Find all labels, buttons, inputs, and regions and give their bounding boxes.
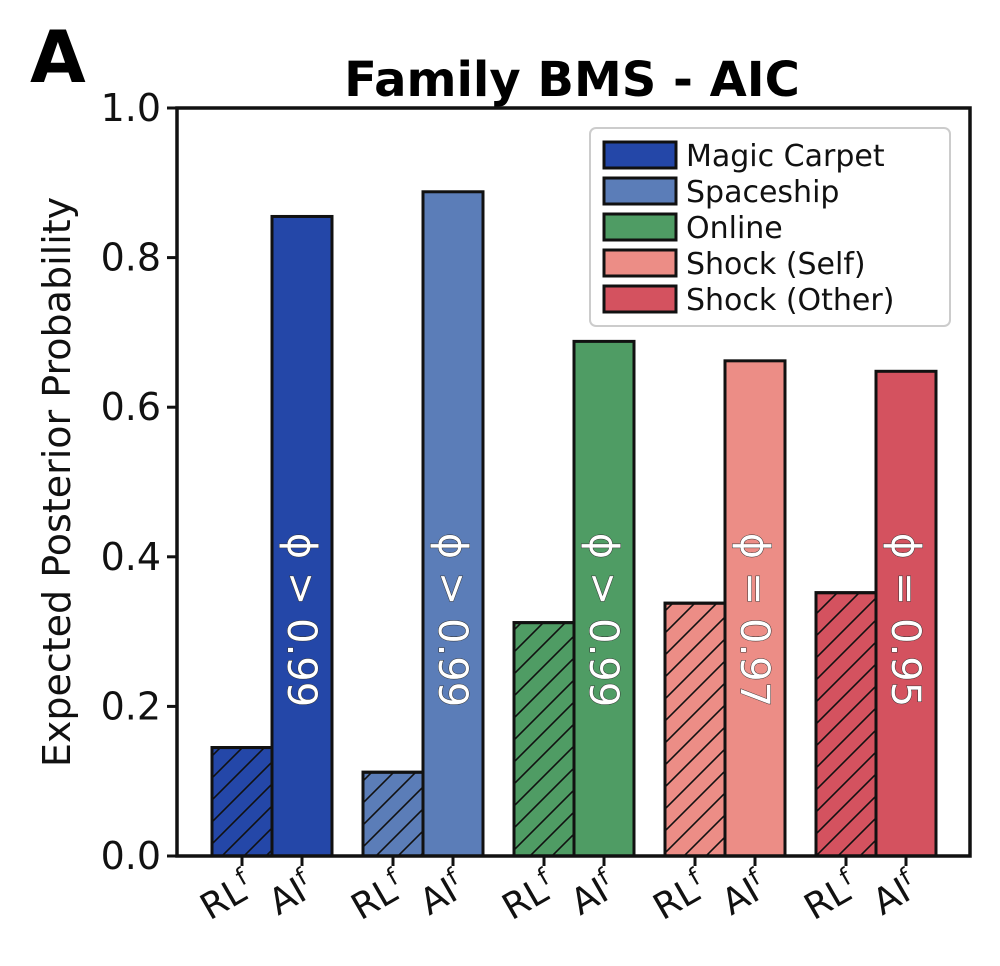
x-tick-label: RLf <box>494 863 563 929</box>
y-tick-label: 0.0 <box>101 834 161 878</box>
bar-annotation: ϕ = 0.95 <box>882 533 928 707</box>
y-tick-label: 1.0 <box>101 86 161 130</box>
legend-label: Online <box>686 211 783 246</box>
x-tick-label: AIf <box>562 863 623 924</box>
bar-shock-other--ai <box>874 369 938 858</box>
legend-label: Spaceship <box>686 175 839 210</box>
x-tick-label: AIf <box>260 863 321 924</box>
legend-swatch <box>602 248 678 278</box>
bars <box>210 190 938 858</box>
bar-hatch <box>663 601 727 858</box>
y-tick-label: 0.6 <box>101 385 161 429</box>
bar-spaceship-ai <box>421 190 485 858</box>
x-tick-label: RLf <box>796 863 865 929</box>
x-tick-label: RLf <box>645 863 714 929</box>
x-tick-label: AIf <box>411 863 472 924</box>
x-axis-ticks: RLf AIf RLf AIf RLf AIf RLf AIf RLf AIf <box>192 856 925 929</box>
bar-hatch <box>814 591 878 858</box>
bar-annotation: ϕ > 0.99 <box>429 533 475 707</box>
plot-frame <box>175 106 972 858</box>
bar-hatch <box>361 770 425 858</box>
y-tick-label: 0.4 <box>101 535 161 579</box>
legend-label: Shock (Self) <box>686 247 866 282</box>
bar-annotations: ϕ > 0.99 ϕ > 0.99 ϕ > 0.99 ϕ = 0.97 ϕ = 0.95 <box>278 532 929 707</box>
bar-annotation: ϕ = 0.97 <box>731 533 777 707</box>
y-tick-label: 0.2 <box>101 684 161 728</box>
legend-label: Magic Carpet <box>686 139 885 174</box>
x-tick-label: RLf <box>343 863 412 929</box>
x-tick-label: RLf <box>192 863 261 929</box>
chart-title: Family BMS - AIC <box>344 52 800 108</box>
bar-hatch <box>210 746 274 858</box>
legend-swatch <box>602 212 678 242</box>
y-axis-label: Expected Posterior Probability <box>35 197 79 767</box>
legend-swatch <box>602 176 678 206</box>
legend-box <box>589 127 951 327</box>
bar-annotation: ϕ > 0.99 <box>278 533 324 707</box>
y-axis-ticks: 0.0 0.2 0.4 0.6 0.8 1.0 <box>101 86 177 878</box>
bar-annotation: ϕ > 0.99 <box>580 533 626 707</box>
bar-hatch <box>512 621 576 858</box>
legend-label: Shock (Other) <box>686 283 894 318</box>
legend-swatch <box>602 140 678 170</box>
bar-magic-carpet-ai <box>270 214 334 858</box>
x-tick-label: AIf <box>864 863 925 924</box>
y-tick-label: 0.8 <box>101 236 161 280</box>
panel-label: A <box>30 15 86 99</box>
x-tick-label: AIf <box>713 863 774 924</box>
bar-shock-self--ai <box>723 359 787 858</box>
legend-swatch <box>602 284 678 314</box>
